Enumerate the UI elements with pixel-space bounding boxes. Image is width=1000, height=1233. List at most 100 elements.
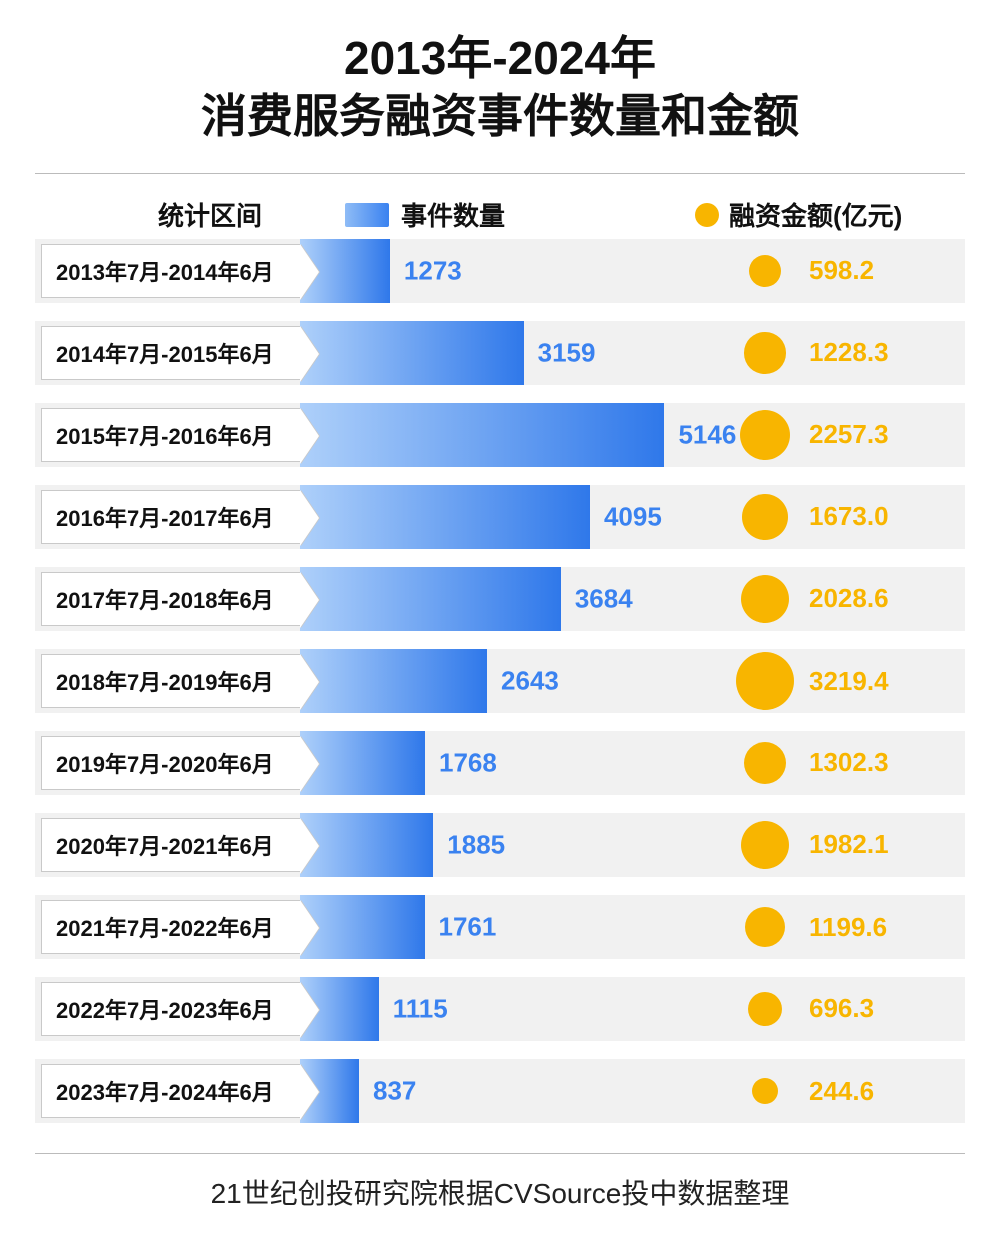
amount-area: 1199.6 (725, 907, 965, 948)
bubble-wrap (735, 652, 795, 710)
data-row: 2014年7月-2015年6月 3159 1228.3 (35, 321, 965, 385)
bubble-wrap (735, 255, 795, 288)
amount-bubble (744, 332, 785, 373)
count-value: 837 (373, 1076, 416, 1107)
amount-area: 244.6 (725, 1076, 965, 1107)
amount-area: 1228.3 (725, 332, 965, 373)
data-row: 2017年7月-2018年6月 3684 2028.6 (35, 567, 965, 631)
amount-bubble (736, 652, 794, 710)
period-box: 2021年7月-2022年6月 (41, 900, 300, 954)
bubble-wrap (735, 410, 795, 461)
amount-area: 1982.1 (725, 821, 965, 870)
data-row: 2020年7月-2021年6月 1885 1982.1 (35, 813, 965, 877)
bubble-wrap (735, 332, 795, 373)
amount-bubble (749, 255, 782, 288)
bar-area: 1273 (300, 239, 725, 303)
title-line-2: 消费服务融资事件数量和金额 (35, 88, 965, 146)
period-box: 2013年7月-2014年6月 (41, 244, 300, 298)
amount-area: 598.2 (725, 255, 965, 288)
amount-bubble (752, 1078, 778, 1104)
period-box: 2018年7月-2019年6月 (41, 654, 300, 708)
amount-area: 1673.0 (725, 494, 965, 540)
chart-rows: 2013年7月-2014年6月 1273 598.2 2014年7月-2015年6月 3… (35, 239, 965, 1123)
bar-area: 837 (300, 1059, 725, 1123)
legend-period-header: 统计区间 (75, 196, 345, 233)
period-box: 2019年7月-2020年6月 (41, 736, 300, 790)
period-box: 2016年7月-2017年6月 (41, 490, 300, 544)
period-box: 2017年7月-2018年6月 (41, 572, 300, 626)
data-row: 2019年7月-2020年6月17681302.3 (35, 731, 965, 795)
amount-bubble (742, 494, 788, 540)
legend-row: 统计区间 事件数量 融资金额(亿元) (35, 196, 965, 239)
bottom-divider (35, 1153, 965, 1154)
count-value: 1885 (447, 830, 505, 861)
count-value: 1115 (393, 994, 448, 1025)
amount-value: 696.3 (809, 993, 874, 1024)
count-bar (300, 567, 561, 631)
bar-area: 4095 (300, 485, 725, 549)
count-bar (300, 485, 590, 549)
bar-area: 1115 (300, 977, 725, 1041)
amount-area: 2257.3 (725, 410, 965, 461)
count-value: 3684 (575, 584, 633, 615)
legend-count: 事件数量 (345, 196, 695, 233)
bar-area: 2643 (300, 649, 725, 713)
amount-bubble (748, 992, 782, 1026)
count-bar (300, 321, 524, 385)
count-bar (300, 649, 487, 713)
amount-area: 696.3 (725, 992, 965, 1026)
count-value: 1761 (439, 912, 497, 943)
period-box: 2020年7月-2021年6月 (41, 818, 300, 872)
amount-area: 2028.6 (725, 575, 965, 624)
count-value: 3159 (538, 338, 596, 369)
title-line-1: 2013年-2024年 (35, 30, 965, 88)
circle-swatch-icon (695, 203, 719, 227)
data-row: 2016年7月-2017年6月 4095 1673.0 (35, 485, 965, 549)
count-value: 1273 (404, 256, 462, 287)
amount-value: 1199.6 (809, 912, 887, 943)
amount-area: 1302.3 (725, 742, 965, 784)
count-value: 5146 (678, 420, 736, 451)
count-bar (300, 403, 665, 467)
bar-area: 5146 (300, 403, 725, 467)
data-row: 2018年7月-2019年6月 2643 3219.4 (35, 649, 965, 713)
period-box: 2014年7月-2015年6月 (41, 326, 300, 380)
legend-count-label: 事件数量 (401, 196, 505, 233)
data-row: 2013年7月-2014年6月 1273 598.2 (35, 239, 965, 303)
bar-area: 3684 (300, 567, 725, 631)
bubble-wrap (735, 821, 795, 870)
amount-bubble (740, 410, 791, 461)
count-bar (300, 813, 434, 877)
amount-value: 1228.3 (809, 337, 889, 368)
bubble-wrap (735, 494, 795, 540)
legend-amount-label: 融资金额(亿元) (729, 196, 902, 233)
bubble-wrap (735, 992, 795, 1026)
amount-value: 2028.6 (809, 583, 889, 614)
bubble-wrap (735, 575, 795, 624)
top-divider (35, 173, 965, 174)
period-box: 2023年7月-2024年6月 (41, 1064, 300, 1118)
amount-bubble (745, 907, 786, 948)
bubble-wrap (735, 907, 795, 948)
amount-value: 598.2 (809, 255, 874, 286)
amount-bubble (741, 575, 790, 624)
count-value: 4095 (604, 502, 662, 533)
bar-area: 1761 (300, 895, 725, 959)
amount-value: 3219.4 (809, 666, 889, 697)
chart-title: 2013年-2024年 消费服务融资事件数量和金额 (35, 30, 965, 145)
amount-bubble (744, 742, 786, 784)
bar-area: 3159 (300, 321, 725, 385)
count-value: 2643 (501, 666, 559, 697)
bar-swatch-icon (345, 203, 389, 227)
amount-area: 3219.4 (725, 652, 965, 710)
footer-source: 21世纪创投研究院根据CVSource投中数据整理 (35, 1172, 965, 1212)
amount-value: 1982.1 (809, 829, 889, 860)
amount-value: 244.6 (809, 1076, 874, 1107)
data-row: 2022年7月-2023年6月 1115 696.3 (35, 977, 965, 1041)
bar-area: 1768 (300, 731, 725, 795)
bubble-wrap (735, 742, 795, 784)
data-row: 2015年7月-2016年6月51462257.3 (35, 403, 965, 467)
amount-bubble (741, 821, 790, 870)
amount-value: 2257.3 (809, 419, 889, 450)
period-box: 2022年7月-2023年6月 (41, 982, 300, 1036)
